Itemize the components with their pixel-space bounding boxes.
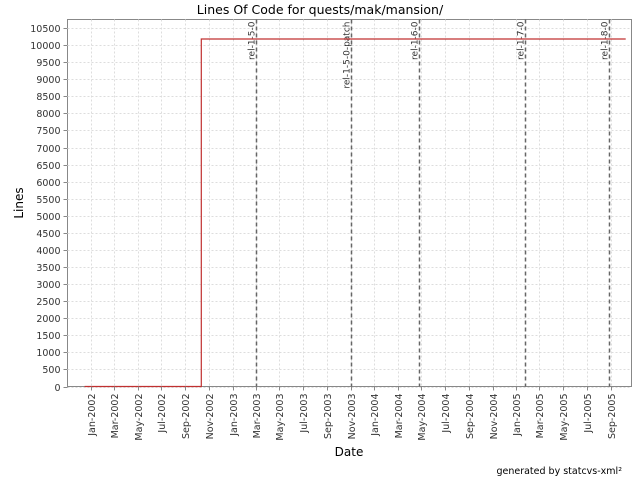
x-tick-label: Sep-2005 <box>607 394 618 440</box>
x-tick-label: Mar-2002 <box>110 394 121 439</box>
y-tick-label: 9500 <box>36 58 60 69</box>
y-tick-label: 8500 <box>36 92 60 103</box>
y-tick-label: 1000 <box>36 348 60 359</box>
chart-title: Lines Of Code for quests/mak/mansion/ <box>197 2 444 17</box>
x-tick-label: Jul-2005 <box>583 394 594 434</box>
generator-credit: generated by statcvs-xml² <box>496 466 622 477</box>
y-tick-label: 9000 <box>36 75 60 86</box>
x-tick-label: Sep-2002 <box>181 394 192 440</box>
y-tick-label: 4000 <box>36 246 60 257</box>
y-tick-label: 3500 <box>36 263 60 274</box>
x-tick-label: May-2002 <box>134 394 145 441</box>
y-tick-label: 6000 <box>36 178 60 189</box>
y-tick-label: 5000 <box>36 212 60 223</box>
x-tick-label: May-2005 <box>559 394 570 441</box>
x-tick-label: May-2004 <box>417 394 428 441</box>
x-tick-label: Jan-2003 <box>229 394 240 437</box>
x-tick-label: Nov-2002 <box>205 394 216 440</box>
y-tick-label: 2000 <box>36 314 60 325</box>
x-tick-label: Mar-2004 <box>394 394 405 439</box>
y-tick-label: 7000 <box>36 144 60 155</box>
x-axis-title: Date <box>335 445 364 459</box>
x-tick-label: Mar-2003 <box>252 394 263 439</box>
y-axis-title: Lines <box>12 187 26 218</box>
y-tick-label: 1500 <box>36 331 60 342</box>
x-tick-label: Sep-2003 <box>323 394 334 440</box>
y-tick-label: 8000 <box>36 109 60 120</box>
y-tick-label: 2500 <box>36 297 60 308</box>
y-tick-label: 10000 <box>30 41 60 52</box>
y-tick-label: 7500 <box>36 126 60 137</box>
x-tick-label: Jan-2002 <box>87 394 98 437</box>
release-markers: rel-1-5-0 rel-1-5-0-patch rel-1-6-0 rel-1-7… <box>248 19 611 387</box>
lines-of-code-line <box>84 38 626 388</box>
release-marker-label: rel-1-7-0 <box>517 21 527 60</box>
y-axis: 0 500 1000 1500 2000 2500 3000 3500 4000 4500 5000… <box>30 24 68 394</box>
y-tick-label: 3000 <box>36 280 60 291</box>
x-tick-label: Jan-2005 <box>512 394 523 437</box>
series-layer <box>84 38 626 388</box>
x-tick-label: Jul-2003 <box>299 394 310 434</box>
x-tick-label: May-2003 <box>275 394 286 441</box>
y-tick-label: 500 <box>42 365 60 376</box>
x-tick-label: Nov-2004 <box>489 394 500 440</box>
x-tick-label: Jan-2004 <box>370 394 381 437</box>
release-marker-label: rel-1-6-0 <box>411 21 421 60</box>
y-tick-label: 6500 <box>36 161 60 172</box>
y-tick-label: 5500 <box>36 195 60 206</box>
y-tick-label: 0 <box>54 383 60 394</box>
x-tick-label: Jul-2004 <box>441 394 452 434</box>
x-axis: Jan-2002 Mar-2002 May-2002 Jul-2002 Sep-2002… <box>87 386 618 441</box>
x-tick-label: Mar-2005 <box>535 394 546 439</box>
x-tick-label: Sep-2004 <box>465 394 476 440</box>
y-tick-label: 4500 <box>36 229 60 240</box>
grid-lines <box>67 19 632 388</box>
release-marker-label: rel-1-5-0 <box>248 21 258 60</box>
y-tick-label: 10500 <box>30 24 60 35</box>
x-tick-label: Nov-2003 <box>347 394 358 440</box>
release-marker-label: rel-1-5-0-patch <box>343 22 353 89</box>
x-tick-label: Jul-2002 <box>157 394 168 434</box>
release-marker-label: rel-1-8-0 <box>601 21 611 60</box>
